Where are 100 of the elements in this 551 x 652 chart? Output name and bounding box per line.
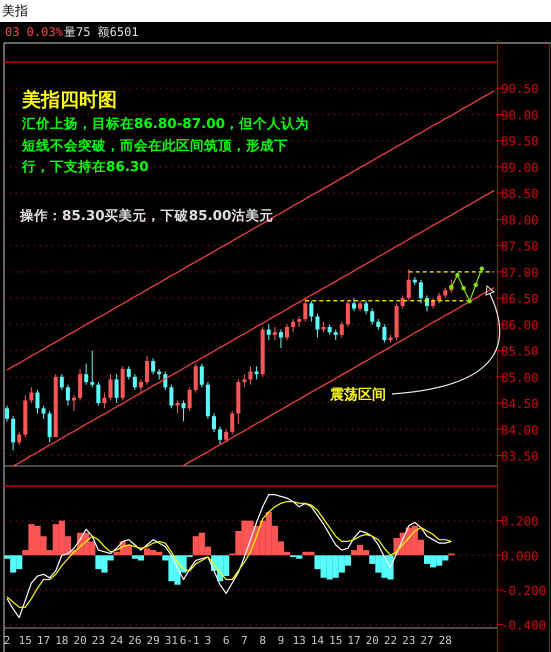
candlestick — [114, 374, 119, 404]
candlestick — [29, 386, 34, 404]
y-tick-label: 90.00 — [501, 107, 539, 122]
y-tick-label: 87.00 — [501, 264, 539, 280]
xtick: 14 — [310, 634, 324, 647]
xtick: 17 — [36, 634, 50, 647]
line-series — [6, 90, 495, 371]
xtick: 3 — [204, 634, 212, 647]
xtick: 20 — [366, 634, 379, 647]
text: 03 0.03% — [5, 25, 64, 39]
candlestick — [138, 378, 143, 394]
xtick: 27 — [420, 634, 434, 647]
y-tick-label: -0.200 — [501, 582, 546, 598]
candlestick — [48, 410, 52, 443]
candlestick — [108, 374, 113, 401]
xtick: 18 — [55, 634, 68, 647]
xtick: 20 — [73, 634, 87, 647]
y-tick-label: 89.00 — [501, 160, 539, 175]
candlestick — [218, 426, 222, 446]
candlestick — [60, 374, 64, 390]
candlestick — [102, 392, 106, 409]
xtick: 26 — [128, 634, 142, 647]
y-tick-label: 85.50 — [501, 344, 539, 359]
y-tick-label: 0.200 — [501, 514, 539, 529]
candlestick — [340, 321, 344, 338]
text: 量75 额6501 — [64, 25, 139, 39]
candlestick — [358, 300, 362, 312]
candlestick — [254, 366, 259, 380]
candlestick — [5, 405, 10, 422]
xtick: 6 — [222, 634, 230, 647]
candlestick — [400, 294, 405, 310]
candlestick — [145, 355, 150, 386]
candlestick — [315, 313, 320, 338]
y-tick-label: 84.00 — [501, 422, 539, 438]
candlestick — [169, 384, 174, 409]
candlestick — [182, 400, 186, 422]
candlestick — [157, 368, 162, 380]
y-tick-label: 88.50 — [501, 186, 539, 202]
y-tick-label: 86.50 — [501, 291, 539, 306]
candlestick — [443, 287, 448, 299]
candlestick — [224, 428, 228, 443]
xtick: 6-1 — [180, 634, 200, 647]
point — [474, 282, 478, 288]
y-tick-label: 87.50 — [501, 238, 539, 254]
y-tick-label: 85.00 — [501, 370, 539, 385]
candlestick — [278, 329, 283, 348]
y-tick-label: 88.00 — [501, 212, 539, 228]
candlestick — [303, 298, 308, 322]
candlestick — [84, 363, 88, 386]
candlestick — [212, 413, 216, 432]
candlestick — [266, 324, 271, 341]
y-tick-label: 89.50 — [501, 134, 539, 149]
candlestick — [352, 298, 356, 312]
annotation: 行，下支持在86.30 — [21, 159, 149, 175]
candlestick — [96, 382, 100, 406]
xtick: 15 — [18, 634, 32, 647]
y-tick-label: 86.00 — [501, 317, 539, 332]
candlestick — [272, 326, 277, 341]
y-tick-label: 83.50 — [501, 448, 539, 464]
point — [461, 286, 466, 290]
candlestick — [406, 268, 411, 302]
candlestick — [66, 384, 70, 406]
candlestick — [132, 374, 137, 390]
candlestick — [322, 321, 326, 333]
annotation: 操作：85.30买美元，下破85.00沽美元 — [19, 207, 274, 224]
candlestick — [230, 410, 234, 436]
candlestick — [35, 389, 40, 414]
candlestick — [200, 363, 204, 388]
xtick: 24 — [110, 634, 124, 647]
candlestick — [78, 368, 82, 401]
candlestick — [72, 394, 76, 412]
xtick: 22 — [384, 634, 398, 647]
candlestick — [11, 416, 16, 451]
candlestick — [42, 405, 46, 420]
candlestick — [382, 324, 386, 344]
xtick: 31 — [164, 634, 178, 647]
xtick: 29 — [146, 634, 160, 647]
candlestick — [297, 316, 302, 328]
point — [480, 266, 484, 271]
xtick: 9 — [278, 634, 284, 647]
candlestick — [376, 318, 380, 330]
annotation: 震荡区间 — [329, 387, 386, 403]
line-series — [12, 190, 495, 467]
candlestick — [188, 386, 192, 412]
candlestick — [17, 431, 22, 446]
candlestick — [248, 366, 252, 386]
xtick: 15 — [329, 634, 342, 647]
y-tick-label: 0.000 — [501, 548, 539, 564]
y-tick-label: 90.50 — [501, 81, 539, 96]
chart-title: 美指 — [2, 3, 28, 19]
xtick: 17 — [347, 634, 361, 647]
candlestick — [194, 363, 198, 394]
candlestick — [328, 324, 332, 336]
xtick: 2 — [4, 634, 10, 647]
annotation: 美指四时图 — [21, 89, 117, 111]
xtick: 8 — [259, 634, 266, 647]
candlestick — [151, 358, 156, 375]
xtick: 13 — [292, 634, 306, 647]
candlestick — [175, 400, 180, 414]
point — [455, 272, 460, 278]
